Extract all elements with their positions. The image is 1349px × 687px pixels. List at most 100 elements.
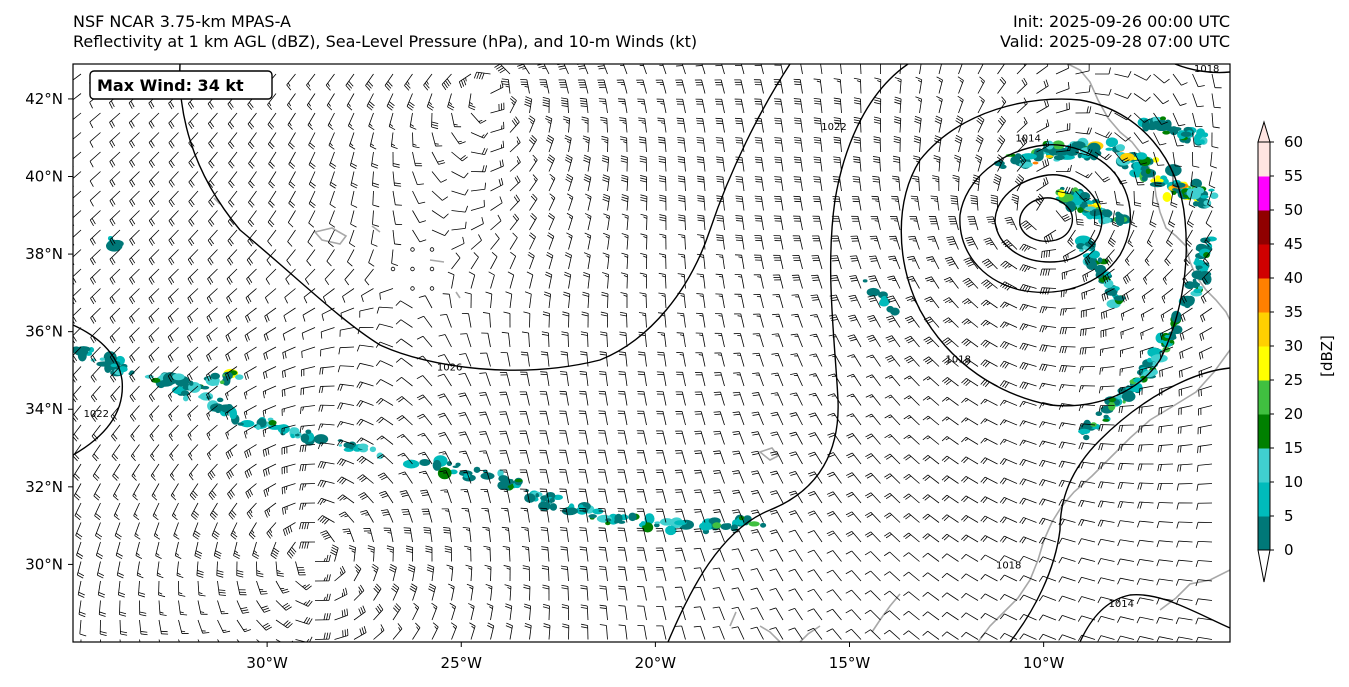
colorbar-segment <box>1258 482 1270 517</box>
reflectivity-cell <box>237 422 244 426</box>
reflectivity-cell <box>1164 119 1172 130</box>
reflectivity-cell <box>1162 191 1172 202</box>
reflectivity-cell <box>1184 281 1196 290</box>
reflectivity-cell <box>549 503 558 511</box>
colorbar-segment <box>1258 346 1270 381</box>
reflectivity-cell <box>498 475 509 482</box>
reflectivity-cell <box>294 433 300 437</box>
reflectivity-cell <box>338 444 343 447</box>
reflectivity-cell <box>1104 287 1117 296</box>
reflectivity-cell <box>1077 207 1084 213</box>
reflectivity-cell <box>712 522 722 529</box>
isobar-label: 1018 <box>945 355 970 366</box>
lat-tick-label: 40°N <box>25 167 63 185</box>
reflectivity-cell <box>644 513 655 525</box>
reflectivity-cell <box>1152 120 1160 127</box>
reflectivity-cell <box>1133 161 1141 170</box>
model-name: NSF NCAR 3.75-km MPAS-A <box>73 12 291 31</box>
colorbar-segment <box>1258 380 1270 415</box>
reflectivity-cell <box>605 521 611 526</box>
reflectivity-cell <box>878 292 884 297</box>
reflectivity-cell <box>305 429 312 435</box>
reflectivity-cell <box>77 350 87 362</box>
reflectivity-cell <box>1169 339 1175 344</box>
reflectivity-cell <box>1185 295 1195 305</box>
colorbar-tick-label: 35 <box>1284 303 1303 321</box>
reflectivity-cell <box>1155 175 1161 179</box>
colorbar: 0 5 10 15 20 25 30 35 40 45 50 55 60 <box>1257 120 1303 583</box>
reflectivity-cell <box>402 459 420 469</box>
reflectivity-cell <box>665 525 677 536</box>
reflectivity-cell <box>1145 168 1151 175</box>
reflectivity-cell <box>1010 153 1016 157</box>
reflectivity-cell <box>289 427 300 435</box>
reflectivity-cell <box>1210 192 1219 200</box>
colorbar-segment <box>1258 176 1270 211</box>
isobar-label: 1022 <box>821 122 846 133</box>
reflectivity-cell <box>1193 288 1202 294</box>
colorbar-tick-label: 20 <box>1284 405 1303 423</box>
reflectivity-cell <box>1208 188 1215 192</box>
reflectivity-cell <box>214 405 222 414</box>
reflectivity-cell <box>455 462 461 467</box>
reflectivity-cell <box>157 379 174 387</box>
reflectivity-cell <box>862 279 868 283</box>
reflectivity-cell <box>720 523 732 530</box>
reflectivity-cell <box>1077 153 1082 159</box>
reflectivity-cell <box>220 380 225 385</box>
reflectivity-cell <box>226 404 233 408</box>
colorbar-tick-label: 55 <box>1284 167 1303 185</box>
reflectivity-cell <box>1053 154 1065 161</box>
reflectivity-cell <box>419 458 431 467</box>
reflectivity-cell <box>659 518 674 526</box>
reflectivity-cell <box>1089 250 1101 259</box>
reflectivity-cell <box>614 513 623 523</box>
reflectivity-cell <box>99 357 105 361</box>
reflectivity-cell <box>1165 164 1182 177</box>
isobar-label: 1014 <box>1109 599 1134 610</box>
lat-tick-label: 34°N <box>25 400 63 418</box>
reflectivity-cell <box>200 385 210 390</box>
reflectivity-cell <box>1059 147 1068 156</box>
reflectivity-cell <box>1045 155 1054 158</box>
reflectivity-cell <box>1102 418 1110 422</box>
reflectivity-cell <box>1078 249 1084 252</box>
colorbar-tick-label: 60 <box>1284 133 1303 151</box>
colorbar-tick-label: 0 <box>1284 541 1294 559</box>
reflectivity-cell <box>699 522 712 531</box>
map-area: 1026 1022 1022 1018 1014 1018 1018 1014 Max Win… <box>72 63 1231 643</box>
lat-tick-label: 38°N <box>25 245 63 263</box>
reflectivity-cell <box>210 372 220 380</box>
reflectivity-cell <box>217 397 224 403</box>
colorbar-segment <box>1258 244 1270 279</box>
reflectivity-cell <box>628 512 637 522</box>
reflectivity-cell <box>1192 201 1200 207</box>
reflectivity-cell <box>1149 181 1166 188</box>
map-title: NSF NCAR 3.75-km MPAS-A Reflectivity at … <box>73 12 697 52</box>
isobar-label: 1018 <box>1194 64 1219 75</box>
reflectivity-cell <box>188 380 194 386</box>
reflectivity-cell <box>1108 401 1116 411</box>
reflectivity-cell <box>514 478 523 483</box>
reflectivity-cell <box>1057 189 1066 198</box>
init-time: Init: 2025-09-26 00:00 UTC <box>1012 12 1230 31</box>
isobar-label: 1014 <box>1015 134 1040 145</box>
reflectivity-cell <box>1081 201 1088 206</box>
colorbar-segment <box>1258 312 1270 347</box>
reflectivity-cell <box>760 522 767 528</box>
reflectivity-cell <box>235 374 244 380</box>
lon-tick-label: 15°W <box>829 654 871 672</box>
colorbar-tick-label: 25 <box>1284 371 1303 389</box>
colorbar-segment <box>1258 278 1270 313</box>
reflectivity-cell <box>866 287 880 297</box>
reflectivity-cell <box>182 395 189 402</box>
colorbar-tick-label: 40 <box>1284 269 1303 287</box>
reflectivity-cell <box>1172 187 1178 192</box>
colorbar-segment <box>1258 516 1270 551</box>
lat-tick-label: 42°N <box>25 90 63 108</box>
reflectivity-cell <box>1195 265 1203 270</box>
colorbar-tick-label: 45 <box>1284 235 1303 253</box>
reflectivity-cell <box>213 381 219 386</box>
reflectivity-cell <box>553 494 563 501</box>
